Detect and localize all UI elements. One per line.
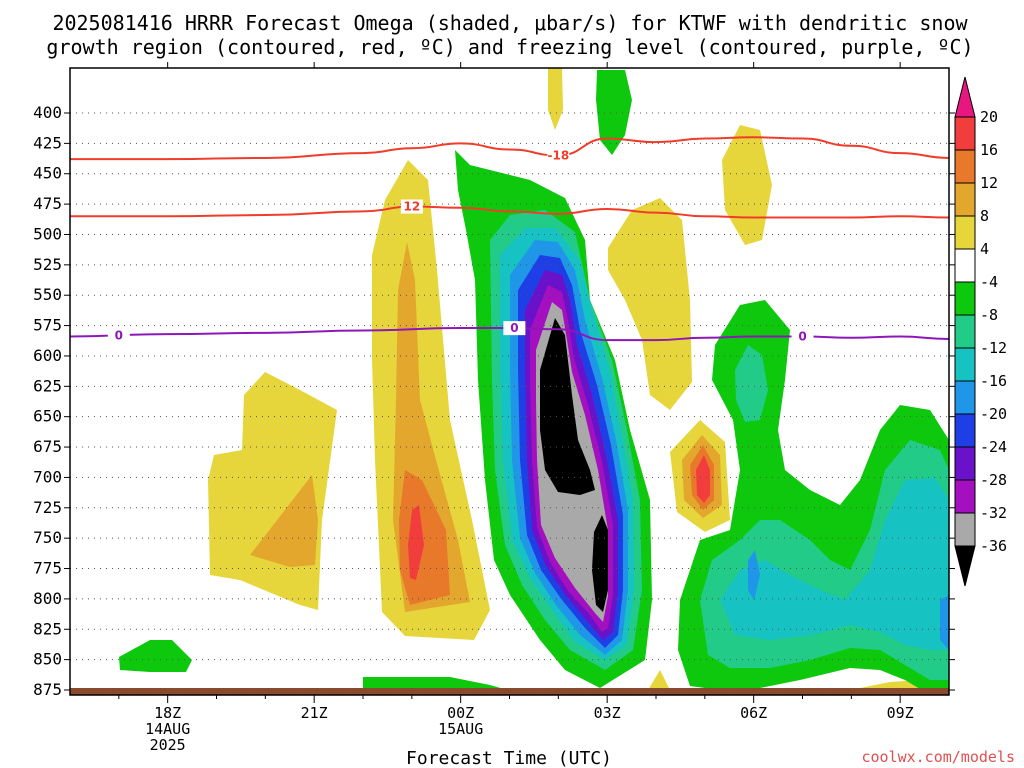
freezing-level-contour-label: 0 xyxy=(115,328,123,342)
omega-region-neg-10 xyxy=(592,515,608,612)
x-tick-label: 18Z xyxy=(154,704,181,722)
omega-region-pos-4 xyxy=(408,505,424,580)
omega-region-pos-14 xyxy=(648,670,670,690)
y-tick-label: 450 xyxy=(33,164,62,183)
colorbar-swatch xyxy=(954,182,976,217)
y-tick-label: 500 xyxy=(33,224,62,243)
colorbar-swatch xyxy=(954,281,976,316)
contour-label-bg xyxy=(791,329,814,344)
omega-region-neg-11 xyxy=(596,70,632,155)
freezing-level-contour xyxy=(70,327,949,342)
y-tick-label: 575 xyxy=(33,316,62,335)
colorbar-level-label: -24 xyxy=(980,438,1007,456)
chart-title-line-1: 2025081416 HRRR Forecast Omega (shaded, … xyxy=(52,11,968,35)
contour-label-bg xyxy=(107,328,130,343)
colorbar-level-label: -36 xyxy=(980,537,1007,555)
y-axis: 400 425 450 475 500 525 550 575 600 625 650 675 700 7… xyxy=(33,103,955,699)
omega-region-neg-9 xyxy=(540,318,595,495)
colorbar-swatch xyxy=(954,215,976,250)
dgz-minus12-contour xyxy=(70,205,949,219)
omega-region-neg-17 xyxy=(940,595,949,650)
contour-label-bg xyxy=(503,321,526,336)
y-tick-label: 700 xyxy=(33,467,62,486)
colorbar-swatch xyxy=(954,347,976,382)
omega-region-pos-13 xyxy=(696,455,710,503)
credit-text: coolwx.com/models xyxy=(861,748,1015,766)
colorbar-level-label: 20 xyxy=(980,108,998,126)
terrain-strip xyxy=(70,688,949,695)
x-tick-label: 15AUG xyxy=(438,720,483,738)
omega-region-neg-14 xyxy=(720,478,949,650)
omega-region-neg-15 xyxy=(735,345,768,422)
x-tick-label: 14AUG xyxy=(145,720,190,738)
omega-region-pos-9 xyxy=(722,125,772,245)
colorbar-level-label: -28 xyxy=(980,471,1007,489)
omega-region-neg-18 xyxy=(119,640,192,672)
omega-region-pos-8 xyxy=(608,198,692,410)
y-tick-label: 875 xyxy=(33,680,62,699)
freezing-level-contour-label: 0 xyxy=(798,330,806,344)
y-tick-label: 825 xyxy=(33,619,62,638)
x-tick-label: 03Z xyxy=(594,704,621,722)
y-tick-label: 625 xyxy=(33,376,62,395)
x-tick-label: 00Z xyxy=(447,704,474,722)
omega-region-pos-6 xyxy=(250,475,318,567)
colorbar-level-label: 12 xyxy=(980,174,998,192)
colorbar-level-label: 16 xyxy=(980,141,998,159)
y-tick-label: 800 xyxy=(33,589,62,608)
colorbar-swatch xyxy=(954,149,976,184)
y-tick-label: 650 xyxy=(33,407,62,426)
x-tick-label: 06Z xyxy=(740,704,767,722)
colorbar-bottom-arrow xyxy=(954,545,976,587)
contour-label-bg xyxy=(547,148,570,163)
y-tick-label: 425 xyxy=(33,133,62,152)
colorbar-swatch xyxy=(954,479,976,514)
colorbar-level-label: 4 xyxy=(980,240,989,258)
colorbar-level-label: -32 xyxy=(980,504,1007,522)
x-axis-label: Forecast Time (UTC) xyxy=(406,748,612,768)
y-tick-label: 675 xyxy=(33,437,62,456)
colorbar-level-label: -8 xyxy=(980,306,998,324)
colorbar-swatch xyxy=(954,512,976,547)
x-tick-label: 2025 xyxy=(150,736,186,754)
y-tick-label: 750 xyxy=(33,528,62,547)
colorbar-level-label: -16 xyxy=(980,372,1007,390)
colorbar-top-arrow xyxy=(954,76,976,118)
colorbar-swatch xyxy=(954,413,976,448)
freezing-level-contour-label: 0 xyxy=(510,321,518,335)
colorbar-swatch xyxy=(954,314,976,349)
dgz-minus12-contour-label: 12 xyxy=(403,200,420,214)
y-tick-label: 775 xyxy=(33,559,62,578)
colorbar-level-label: -12 xyxy=(980,339,1007,357)
contour-labels: -18 12 0 0 0 xyxy=(107,148,814,344)
colorbar: 20 16 12 8 4 -4 -8 -12 -16 -20 -24 -28 -32 -36 xyxy=(954,76,1007,587)
colorbar-level-label: -4 xyxy=(980,273,998,291)
omega-region-neg-16 xyxy=(748,550,760,600)
y-tick-label: 400 xyxy=(33,103,62,122)
x-tick-label: 09Z xyxy=(887,704,914,722)
colorbar-swatch xyxy=(954,116,976,151)
x-tick-label: 21Z xyxy=(301,704,328,722)
colorbar-level-label: -20 xyxy=(980,405,1007,423)
y-tick-label: 725 xyxy=(33,498,62,517)
contour-label-bg xyxy=(400,199,423,214)
colorbar-swatch xyxy=(954,380,976,415)
colorbar-swatch xyxy=(954,446,976,481)
y-tick-label: 525 xyxy=(33,255,62,274)
chart-title-line-2: growth region (contoured, red, ºC) and f… xyxy=(46,35,973,59)
colorbar-level-label: 8 xyxy=(980,207,989,225)
y-tick-label: 850 xyxy=(33,650,62,669)
y-tick-label: 550 xyxy=(33,285,62,304)
y-tick-label: 600 xyxy=(33,346,62,365)
colorbar-swatch xyxy=(954,248,976,283)
y-tick-label: 475 xyxy=(33,194,62,213)
omega-region-pos-7 xyxy=(548,68,563,130)
dgz-minus18-contour-label: -18 xyxy=(547,149,569,163)
y-gridlines xyxy=(70,112,949,691)
